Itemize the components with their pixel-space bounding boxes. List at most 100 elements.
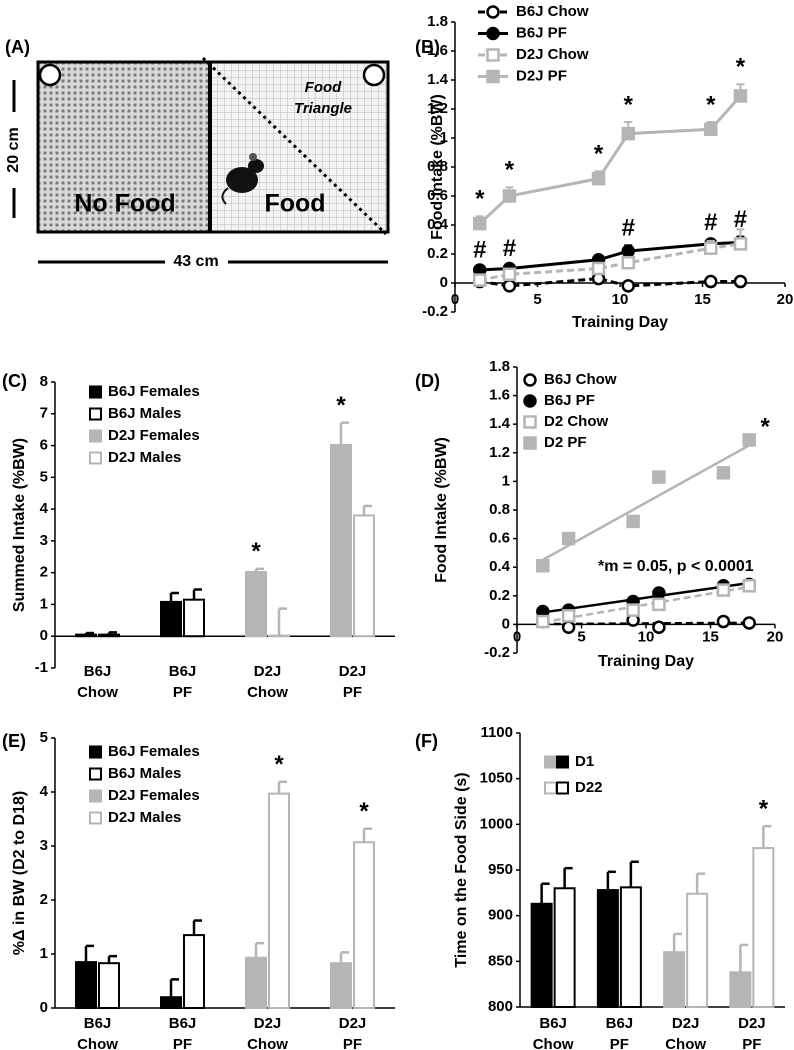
legend-label: B6J Chow [544,371,617,388]
data-point [716,614,731,629]
trend-line [542,581,750,614]
x-tick-label: 20 [767,628,784,645]
x-tick-label: Chow [77,1036,118,1050]
significance-mark: * [359,798,369,825]
bar [686,892,709,1008]
data-point [704,122,718,137]
data-point [473,216,487,231]
data-point [716,583,731,597]
data-point [561,620,576,635]
significance-mark: # [503,235,516,262]
series-line [478,94,742,225]
panel-label: (B) [415,37,440,57]
bar [268,792,290,1009]
y-tick-label: 1.8 [427,13,448,30]
bar [98,633,120,638]
x-tick-label: D2J [339,663,367,680]
x-tick-label: D2J [738,1015,766,1032]
y-axis-title: Food Intake (%BW) [429,94,446,240]
legend-swatch [89,789,102,803]
legend-swatch [523,394,537,408]
x-tick-label: B6J [84,663,112,680]
y-tick-label: 0.4 [427,216,449,233]
x-tick-label: Chow [247,1036,288,1050]
legend-label: B6J PF [516,24,567,41]
significance-mark: # [473,236,486,263]
y-tick-label: 950 [488,861,513,878]
legend-label: D2J Chow [516,46,589,63]
zone-label: No Food [74,190,175,218]
y-tick-label: 2 [40,564,48,581]
y-tick-label: 3 [40,532,48,549]
width-label: 43 cm [173,253,218,270]
data-point [733,274,748,289]
triangle-label: Triangle [294,100,352,117]
y-tick-label: 800 [488,998,513,1015]
x-tick-label: PF [173,684,192,701]
bar [553,887,576,1008]
data-point [652,597,666,612]
legend-label: B6J Chow [516,3,589,20]
legend-label: B6J Females [108,743,200,760]
data-point [502,267,517,282]
panel-label: (F) [415,731,438,751]
significance-mark: * [736,54,746,81]
legend-label: D22 [575,779,603,796]
data-point [621,126,635,141]
significance-mark: * [624,91,634,118]
significance-mark: * [706,91,716,118]
y-tick-label: 4 [40,783,49,800]
corner-well [38,63,62,87]
y-tick-label: 1.8 [489,358,510,375]
x-tick-label: PF [343,684,362,701]
x-tick-label: 0 [513,628,521,645]
significance-mark: # [704,209,717,236]
legend-swatch [556,781,569,795]
data-point [733,89,748,103]
data-point [561,609,576,623]
legend-swatch [486,5,500,19]
y-axis-title: Summed Intake (%BW) [11,438,28,612]
y-tick-label: 0.2 [489,587,510,604]
bar [160,600,182,638]
legend-label: D2 PF [544,434,587,451]
data-point [502,189,517,203]
significance-mark: * [594,141,604,168]
x-tick-label: B6J [169,663,197,680]
x-tick-label: 20 [777,291,794,308]
data-point [473,273,487,287]
x-tick-label: B6J [606,1015,634,1032]
legend-label: D2J Males [108,809,181,826]
series-line [479,240,741,272]
data-point [621,244,635,258]
data-point [621,279,635,293]
bar [245,571,267,638]
y-tick-label: 0 [502,615,510,632]
bar [330,443,352,638]
y-tick-label: 0.4 [489,558,511,575]
panel-label: (C) [2,371,27,391]
significance-mark: * [759,796,769,823]
legend-swatch [486,48,500,62]
triangle-label: Food [305,79,342,96]
bar [268,634,290,638]
triangle-edge [201,56,388,236]
legend-label: B6J Males [108,765,181,782]
bar [75,961,97,1009]
data-point [704,241,718,255]
data-point [626,514,640,529]
data-point [733,237,748,251]
mouse-icon [221,153,264,205]
y-tick-label: 0 [40,627,48,644]
data-point [742,433,756,447]
legend-swatch [89,745,102,759]
data-point [591,261,606,276]
y-tick-label: 1 [502,472,510,489]
data-point [561,531,576,546]
bar [530,902,553,1008]
x-tick-label: D2J [672,1015,700,1032]
food-zone [210,62,388,232]
y-tick-label: 5 [40,468,48,485]
bar [245,956,267,1010]
